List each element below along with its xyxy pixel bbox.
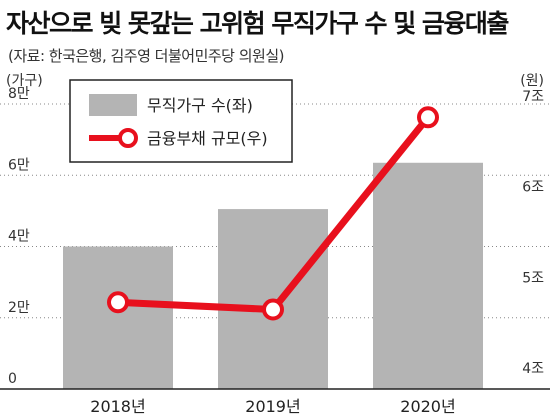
legend-box	[69, 79, 293, 163]
right-tick-label: 4조	[522, 361, 544, 377]
line-point	[262, 298, 284, 321]
legend-line-marker	[118, 128, 138, 148]
left-tick-label: 6만	[8, 157, 30, 173]
chart-subtitle: (자료: 한국은행, 김주영 더불어민주당 의원실)	[8, 47, 285, 65]
right-tick-label: 5조	[522, 270, 544, 286]
line-series	[107, 106, 439, 321]
legend-bar-swatch	[89, 94, 137, 116]
left-tick-label: 8만	[8, 86, 30, 102]
legend: 무직가구 수(좌) 금융부채 규모(우)	[69, 79, 293, 163]
bar	[373, 162, 483, 389]
legend-bar-label: 무직가구 수(좌)	[147, 96, 253, 115]
right-axis-unit: (원)	[520, 73, 544, 89]
line-point	[107, 291, 129, 314]
x-tick-label: 2019년	[245, 397, 300, 416]
x-tick-label: 2020년	[400, 397, 455, 416]
left-axis-ticks: 0 2만 4만 6만 8만	[8, 86, 30, 387]
left-tick-label: 0	[8, 371, 17, 387]
x-axis-labels: 2018년 2019년 2020년	[90, 397, 455, 416]
x-tick-label: 2018년	[90, 397, 145, 416]
left-tick-label: 2만	[8, 300, 30, 316]
right-tick-label: 6조	[522, 180, 544, 196]
chart-title: 자산으로 빚 못갚는 고위험 무직가구 수 및 금융대출	[6, 9, 509, 38]
bar	[63, 246, 173, 389]
bar-series	[63, 162, 483, 389]
left-axis-unit: (가구)	[6, 73, 43, 89]
legend-line-label: 금융부채 규모(우)	[147, 129, 268, 148]
line-point	[417, 106, 439, 129]
right-axis-ticks: 4조 5조 6조 7조	[522, 89, 544, 377]
right-tick-label: 7조	[522, 89, 544, 105]
left-tick-label: 4만	[8, 229, 30, 245]
